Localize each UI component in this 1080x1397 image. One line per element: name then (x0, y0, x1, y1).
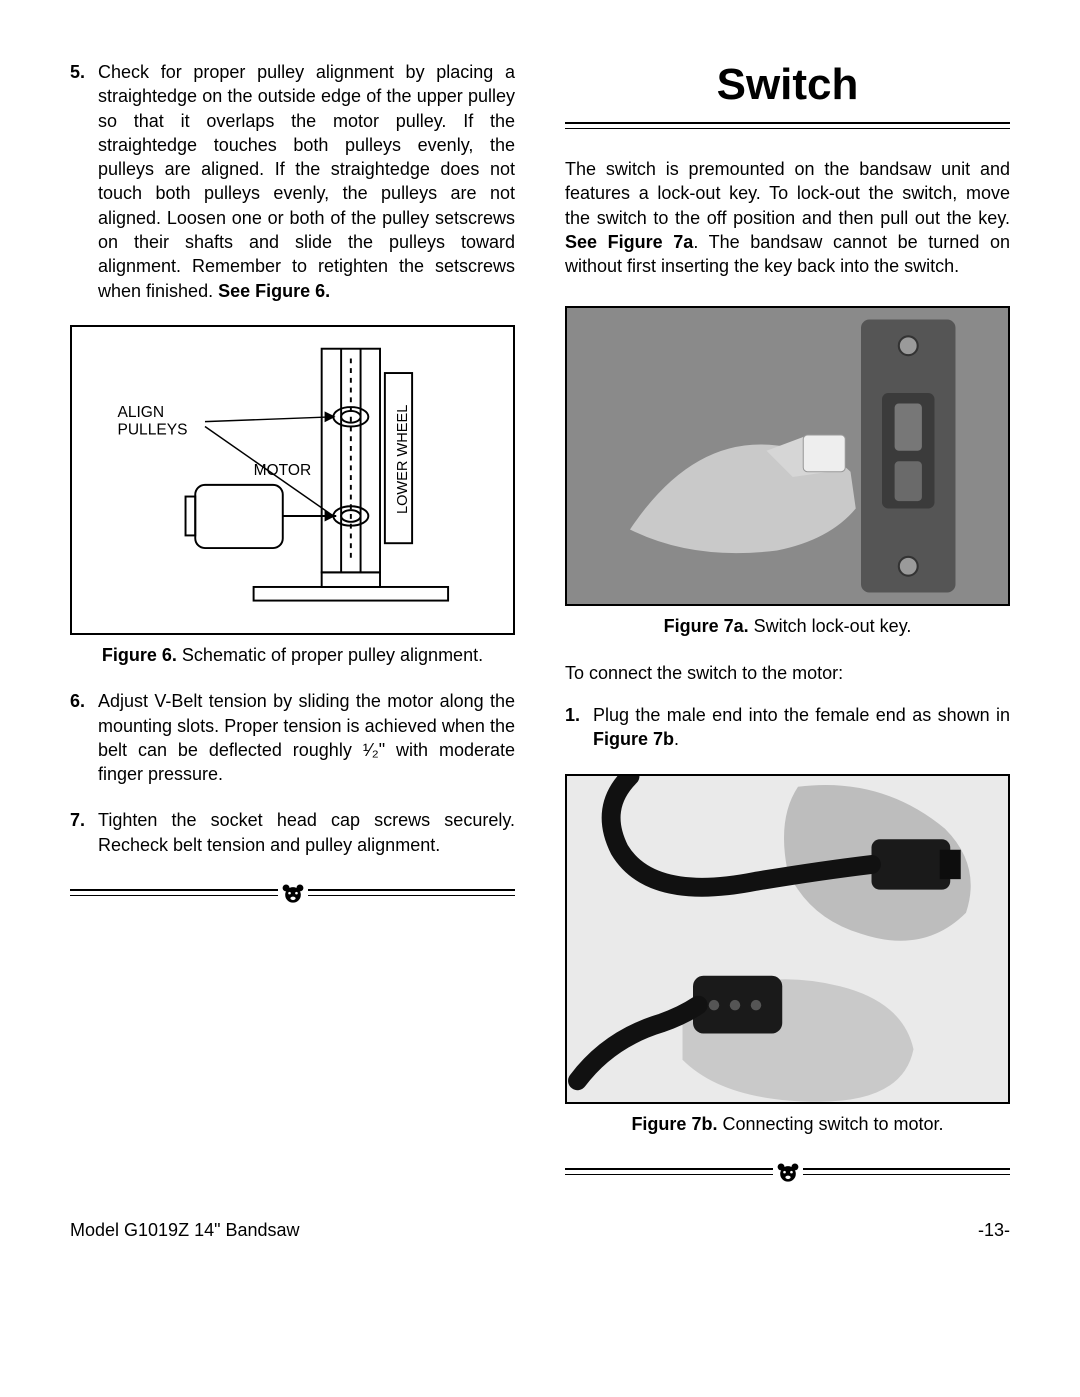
footer-model: Model G1019Z 14" Bandsaw (70, 1220, 300, 1241)
fig-caption-text: Switch lock-out key. (749, 616, 912, 636)
step-5: 5. Check for proper pulley alignment by … (70, 60, 515, 303)
switch-intro: The switch is premounted on the bandsaw … (565, 157, 1010, 278)
step-number: 5. (70, 60, 98, 303)
step-list-top: 5. Check for proper pulley alignment by … (70, 60, 515, 303)
section-divider (70, 879, 515, 909)
figure-7a-caption: Figure 7a. Switch lock-out key. (565, 614, 1010, 638)
step-text-bold: Figure 7b (593, 729, 674, 749)
figure-7a-box (565, 306, 1010, 606)
fig-label: Figure 6. (102, 645, 177, 665)
step-6: 6. Adjust V-Belt tension by sliding the … (70, 689, 515, 786)
bear-icon (773, 1158, 803, 1188)
step-7: 7. Tighten the socket head cap screws se… (70, 808, 515, 857)
intro-bold: See Figure 7a (565, 232, 693, 252)
step-text: Plug the male end into the female end as… (593, 703, 1010, 752)
fig6-align-label: ALIGN (117, 404, 164, 421)
step-text: Adjust V-Belt tension by sliding the mot… (98, 689, 515, 786)
step-number: 7. (70, 808, 98, 857)
bear-icon (278, 879, 308, 909)
section-title-switch: Switch (565, 60, 1010, 110)
fig-label: Figure 7a. (664, 616, 749, 636)
fig-caption-text: Connecting switch to motor. (717, 1114, 943, 1134)
figure-7b-caption: Figure 7b. Connecting switch to motor. (565, 1112, 1010, 1136)
step-list-bottom: 6. Adjust V-Belt tension by sliding the … (70, 689, 515, 857)
connect-intro: To connect the switch to the motor: (565, 661, 1010, 685)
page-columns: 5. Check for proper pulley alignment by … (70, 60, 1010, 1210)
footer-page: -13- (978, 1220, 1010, 1241)
figure-6-box: ALIGN PULLEYS MOTOR LOWER WHEEL (70, 325, 515, 635)
step-text: Tighten the socket head cap screws secur… (98, 808, 515, 857)
step-text-body: Check for proper pulley alignment by pla… (98, 62, 515, 301)
figure-7a-photo (567, 308, 1008, 604)
step-text: Check for proper pulley alignment by pla… (98, 60, 515, 303)
fig6-wheel-label: LOWER WHEEL (395, 405, 411, 514)
step-number: 6. (70, 689, 98, 786)
title-rule (565, 122, 1010, 129)
left-column: 5. Check for proper pulley alignment by … (70, 60, 515, 1210)
right-column: Switch The switch is premounted on the b… (565, 60, 1010, 1210)
section-divider (565, 1158, 1010, 1188)
fig6-align-label2: PULLEYS (117, 421, 187, 438)
connect-steps: 1. Plug the male end into the female end… (565, 703, 1010, 752)
step-text-pre: Plug the male end into the female end as… (593, 705, 1010, 725)
fig-label: Figure 7b. (631, 1114, 717, 1134)
step-text-post: . (674, 729, 679, 749)
connect-step-1: 1. Plug the male end into the female end… (565, 703, 1010, 752)
fig-caption-text: Schematic of proper pulley alignment. (177, 645, 483, 665)
figure-6-svg: ALIGN PULLEYS MOTOR LOWER WHEEL (84, 339, 501, 621)
figure-7b-photo (567, 776, 1008, 1102)
step-number: 1. (565, 703, 593, 752)
page-footer: Model G1019Z 14" Bandsaw -13- (70, 1220, 1010, 1241)
fig6-motor-label: MOTOR (254, 462, 312, 479)
step-text-bold: See Figure 6. (218, 281, 330, 301)
figure-7b-box (565, 774, 1010, 1104)
figure-6-caption: Figure 6. Schematic of proper pulley ali… (70, 643, 515, 667)
intro-pre: The switch is premounted on the bandsaw … (565, 159, 1010, 228)
